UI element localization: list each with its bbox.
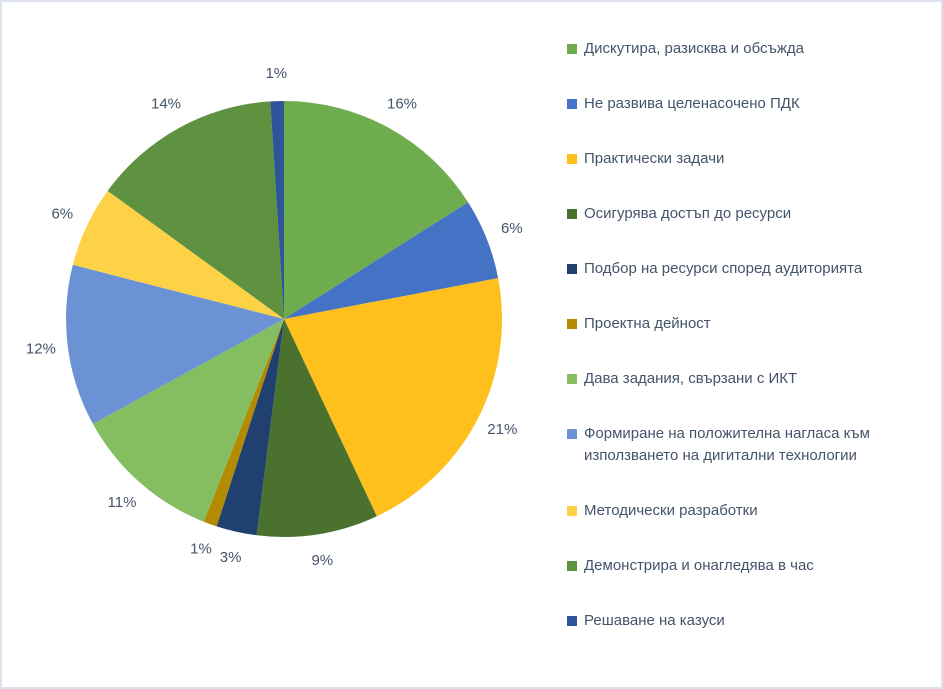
pie-slice-3 [284, 278, 503, 517]
legend-swatch-icon [567, 44, 577, 54]
data-label-2: 6% [501, 220, 523, 237]
data-label-3: 21% [487, 421, 517, 438]
pie-slice-7 [92, 319, 284, 522]
legend-label: Не развива целенасочено ПДК [584, 95, 800, 112]
chart-legend: Дискутира, разисква и обсъжда Не развива … [567, 38, 925, 665]
data-label-5: 3% [220, 549, 242, 566]
pie-slice-11 [270, 101, 284, 319]
data-label-7: 11% [108, 494, 137, 511]
data-label-9: 6% [51, 206, 73, 223]
pie-slice-4 [256, 319, 377, 537]
legend-swatch-icon [567, 99, 577, 109]
legend-label: Методически разработки [584, 502, 758, 519]
data-label-4: 9% [311, 552, 333, 569]
legend-item-7: Дава задания, свързани с ИКТ [567, 368, 925, 390]
pie-plot-area: 16% 6% 21% 9% 3% 1% 11% 12% 6% 14% 1% [26, 65, 523, 569]
legend-label: Решаване на казуси [584, 612, 725, 629]
legend-swatch-icon [567, 264, 577, 274]
legend-swatch-icon [567, 209, 577, 219]
legend-item-1: Дискутира, разисква и обсъжда [567, 38, 925, 60]
legend-label: Демонстрира и онагледява в час [584, 557, 814, 574]
legend-swatch-icon [567, 374, 577, 384]
legend-item-9: Методически разработки [567, 500, 925, 522]
legend-item-8: Формиране на положителна нагласа към изп… [567, 423, 925, 467]
data-label-1: 16% [387, 95, 417, 112]
legend-item-2: Не развива целенасочено ПДК [567, 93, 925, 115]
legend-swatch-icon [567, 561, 577, 571]
legend-item-5: Подбор на ресурси според аудиторията [567, 258, 925, 280]
legend-item-11: Решаване на казуси [567, 610, 925, 632]
data-label-11: 1% [265, 65, 287, 82]
pie-slice-6 [203, 319, 284, 527]
pie-slice-9 [72, 190, 284, 319]
legend-swatch-icon [567, 506, 577, 516]
legend-swatch-icon [567, 616, 577, 626]
legend-item-4: Осигурява достъп до ресурси [567, 203, 925, 225]
data-label-10: 14% [151, 95, 181, 112]
legend-item-10: Демонстрира и онагледява в час [567, 555, 925, 577]
legend-item-6: Проектна дейност [567, 313, 925, 335]
legend-label: Проектна дейност [584, 315, 711, 332]
pie-slice-1 [284, 101, 469, 319]
pie-slice-10 [107, 101, 284, 320]
legend-label: Дава задания, свързани с ИКТ [584, 370, 798, 387]
legend-swatch-icon [567, 319, 577, 329]
legend-label: Дискутира, разисква и обсъжда [584, 40, 804, 57]
pie-slice-8 [66, 264, 284, 425]
pie-slice-2 [284, 202, 499, 319]
legend-label: Подбор на ресурси според аудиторията [584, 260, 863, 277]
legend-swatch-icon [567, 154, 577, 164]
legend-label: Практически задачи [584, 150, 725, 167]
legend-label: Формиране на положителна нагласа към изп… [584, 425, 870, 464]
pie-slice-5 [216, 319, 284, 536]
legend-swatch-icon [567, 429, 577, 439]
data-label-6: 1% [190, 540, 212, 557]
legend-label: Осигурява достъп до ресурси [584, 205, 792, 222]
legend-item-3: Практически задачи [567, 148, 925, 170]
data-label-8: 12% [26, 341, 56, 358]
